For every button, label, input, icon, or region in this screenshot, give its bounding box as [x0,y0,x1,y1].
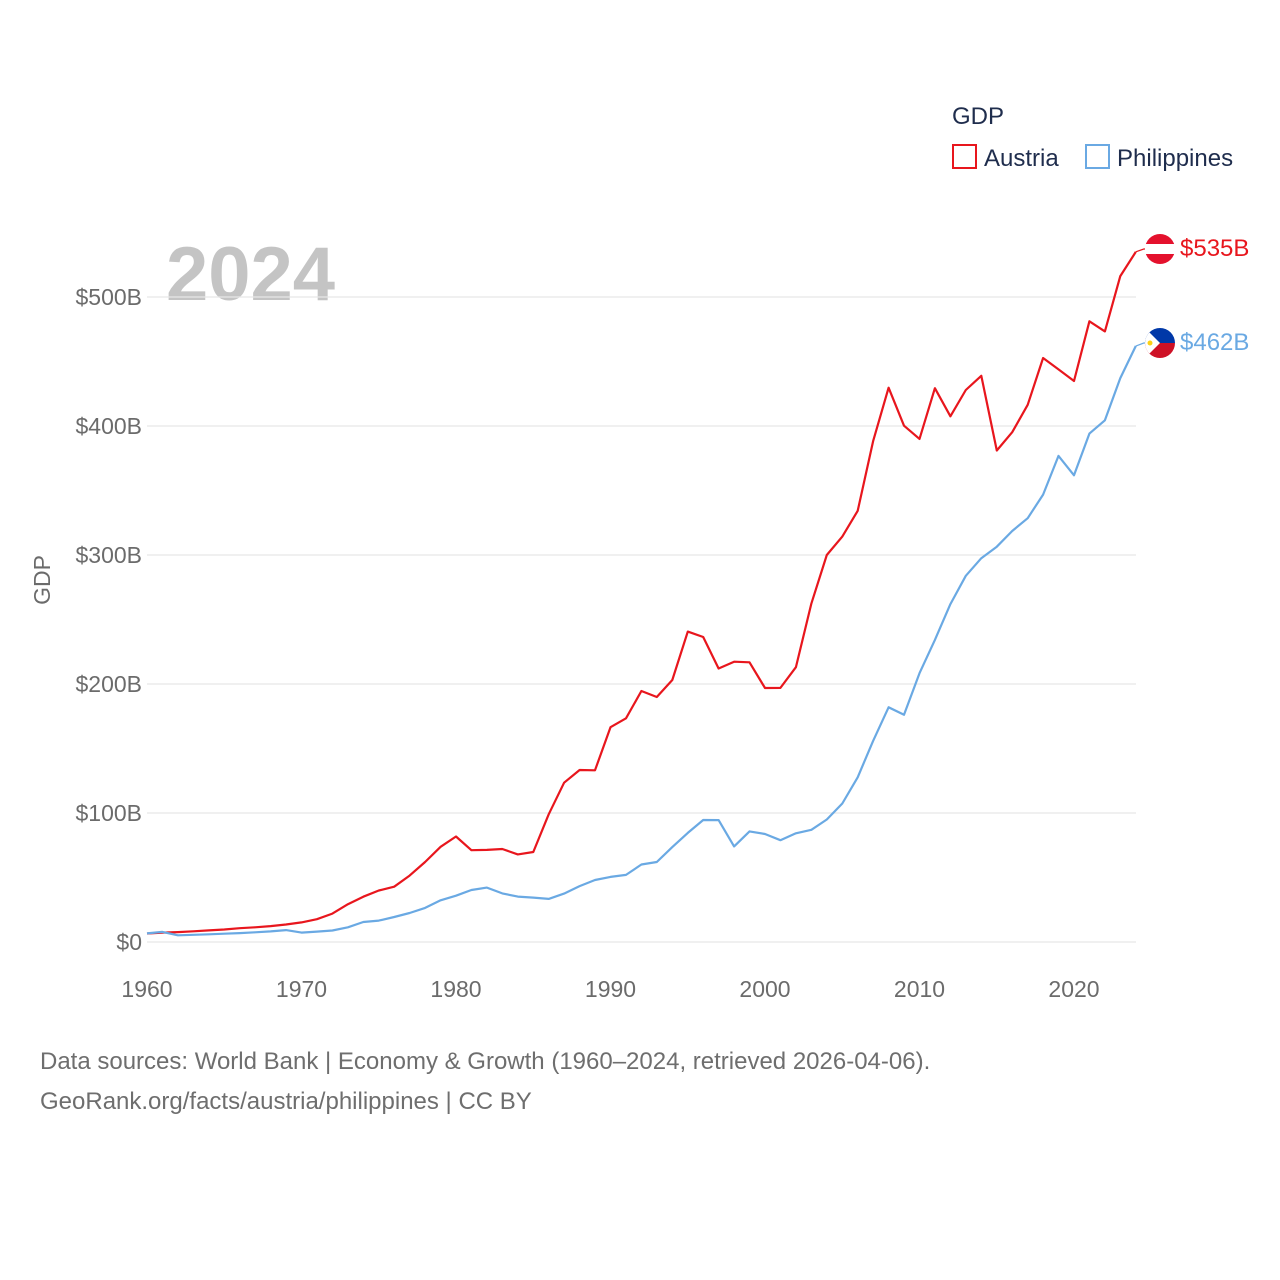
series-line-philippines[interactable] [146,345,1137,937]
legend-label-austria: Austria [984,145,1059,172]
end-label-connector-philippines [1135,342,1145,347]
y-tick-label: $200B [75,671,142,697]
year-watermark: 2024 [166,232,335,317]
legend-label-philippines: Philippines [1117,145,1233,172]
x-tick-label: 1970 [276,976,327,1002]
philippines-flag-icon [1145,328,1175,358]
grid-lines [147,296,1136,943]
x-tick-label: 1990 [585,976,636,1002]
legend-swatch-philippines [1085,144,1110,169]
x-tick-label: 2010 [894,976,945,1002]
legend-title: GDP [952,103,1004,130]
y-tick-label: $300B [75,542,142,568]
austria-flag-icon [1145,234,1175,264]
legend: GDP Austria Philippines [952,103,1233,172]
series-line-austria[interactable] [146,251,1137,935]
y-tick-label: $100B [75,800,142,826]
x-tick-label: 1980 [430,976,481,1002]
y-tick-label: $0 [116,929,142,955]
y-tick-label: $400B [75,413,142,439]
legend-swatch-austria [952,144,977,169]
legend-item-austria[interactable]: Austria [952,144,1059,172]
x-tick-label: 1960 [121,976,172,1002]
x-axis-ticks: 1960 1970 1980 1990 2000 2010 2020 [121,976,1099,1002]
end-label-connector-austria [1135,248,1145,253]
data-source-footer: Data sources: World Bank | Economy & Gro… [40,1042,1240,1122]
y-axis-ticks: $0 $100B $200B $300B $400B $500B [75,284,142,955]
source-line-2[interactable]: GeoRank.org/facts/austria/philippines | … [40,1088,532,1115]
legend-item-philippines[interactable]: Philippines [1085,144,1233,172]
y-axis-label: GDP [29,555,55,605]
y-tick-label: $500B [75,284,142,310]
philippines-end-value-label: $462B [1180,329,1249,356]
source-line-1: Data sources: World Bank | Economy & Gro… [40,1048,931,1075]
gdp-line-chart: 2024 $0 $100B $200B $300B $400B $500B 1960 197… [29,103,1249,1002]
austria-end-value-label: $535B [1180,235,1249,262]
x-tick-label: 2000 [739,976,790,1002]
x-tick-label: 2020 [1048,976,1099,1002]
series-lines [146,248,1145,937]
